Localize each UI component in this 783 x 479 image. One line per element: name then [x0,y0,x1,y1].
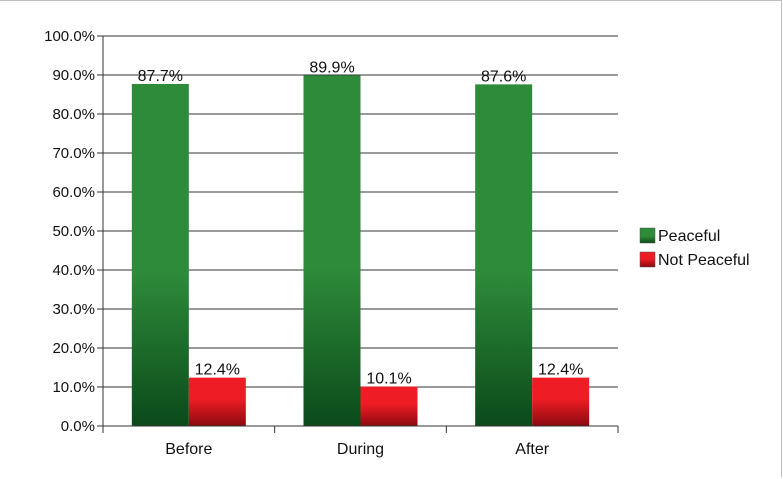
x-axis-ticks: Before During After [102,426,619,458]
y-tick-label: 80.0% [52,106,95,123]
bar-peaceful-before [131,83,189,426]
bars: 87.7% 12.4% 89.9% 10.1% 87.6% 12.4% [131,59,590,427]
y-tick-label: 0.0% [61,418,95,435]
legend-label: Peaceful [658,228,720,245]
bar-peaceful-after [475,84,533,427]
bar-peaceful-during [303,75,361,426]
y-tick-label: 100.0% [44,28,95,45]
x-tick-label: After [515,441,549,458]
legend-label: Not Peaceful [658,252,750,269]
legend-swatch [639,251,656,268]
x-tick-label: Before [165,441,212,458]
bar-not-peaceful-during [360,386,418,426]
legend-swatch [639,227,656,244]
legend: Peaceful Not Peaceful [639,227,750,269]
y-axis-ticks: 0.0% 10.0% 20.0% 30.0% 40.0% 50.0% 60.0% 70.0% 8… [44,28,103,435]
y-tick-label: 40.0% [52,262,95,279]
y-tick-label: 50.0% [52,223,95,240]
axes [102,36,618,427]
data-label: 12.4% [195,362,240,379]
y-tick-label: 90.0% [52,67,95,84]
data-label: 87.6% [481,68,526,85]
data-label: 10.1% [366,371,411,388]
bar-not-peaceful-after [532,377,590,426]
data-label: 89.9% [309,59,354,76]
y-tick-label: 10.0% [52,379,95,396]
y-tick-label: 30.0% [52,301,95,318]
bar-not-peaceful-before [188,377,246,426]
data-label: 12.4% [538,362,583,379]
x-tick-label: During [337,441,384,458]
y-tick-label: 70.0% [52,145,95,162]
y-tick-label: 20.0% [52,340,95,357]
y-tick-label: 60.0% [52,184,95,201]
data-label: 87.7% [138,68,183,85]
